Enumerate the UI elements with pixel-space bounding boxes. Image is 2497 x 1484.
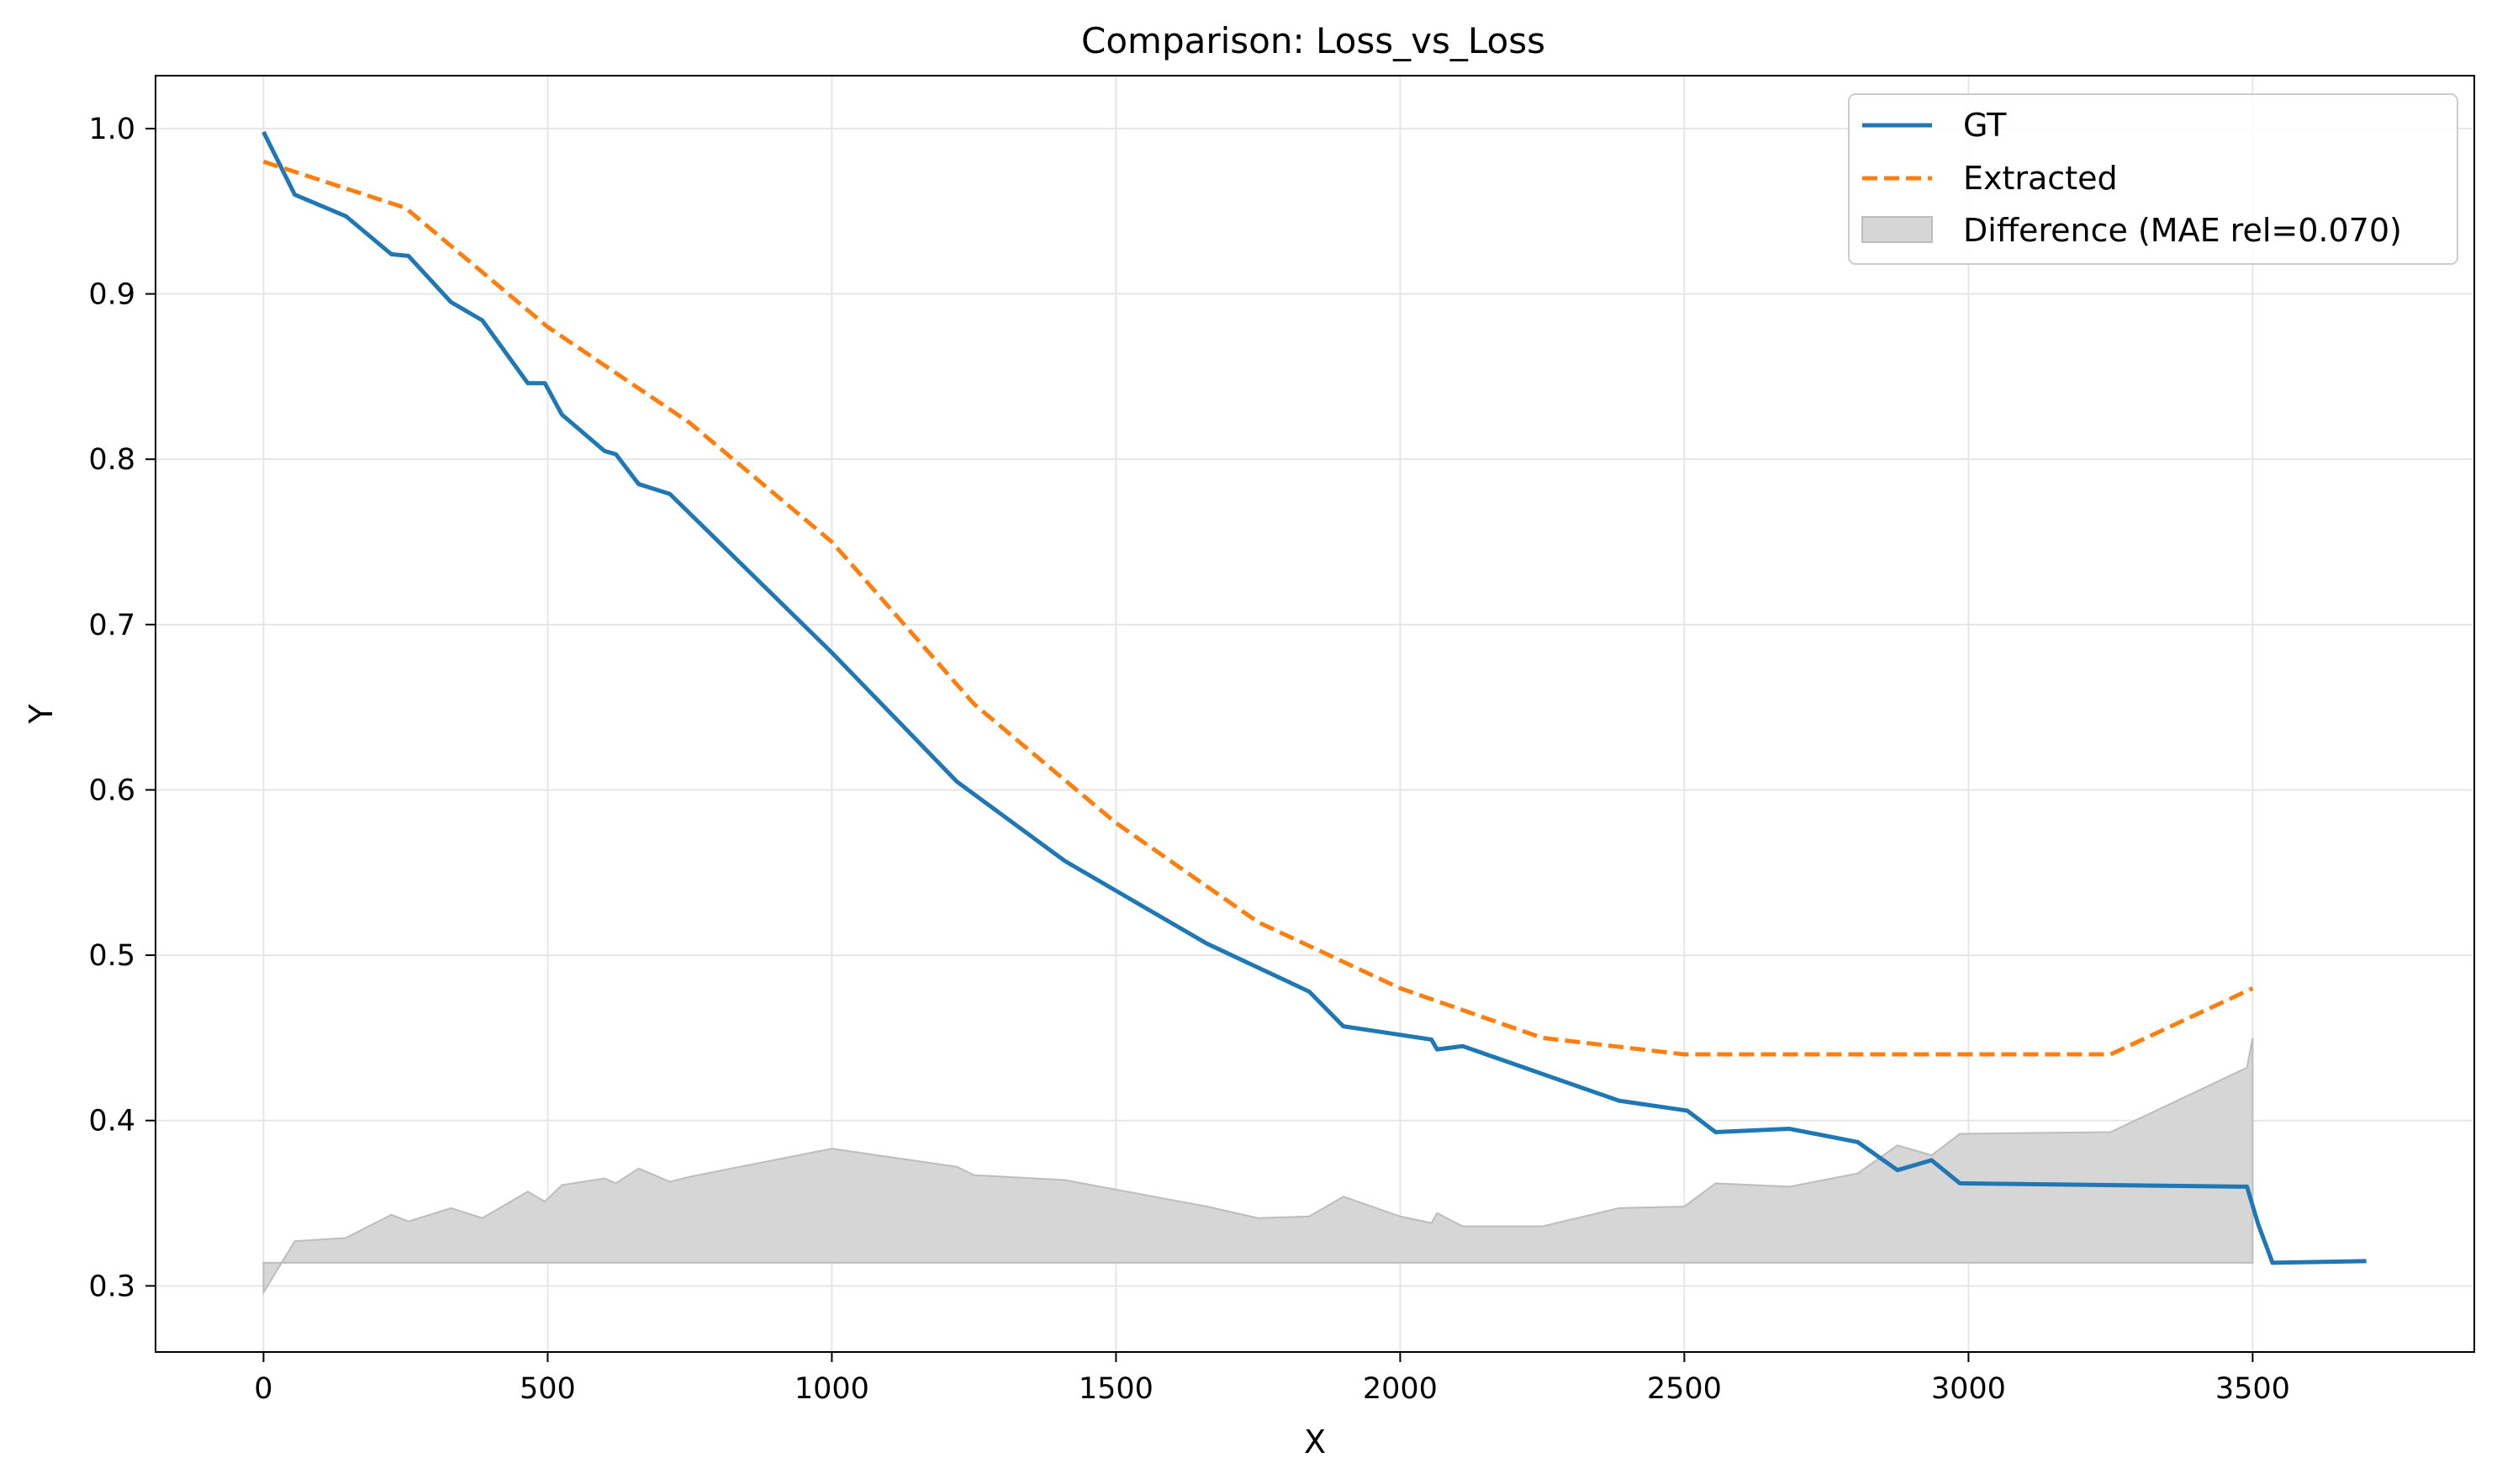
legend-box xyxy=(1848,93,2458,265)
y-tick-label-1: 0.4 xyxy=(88,1105,135,1138)
y-tick-label-5: 0.8 xyxy=(88,443,135,477)
series-layer xyxy=(261,130,2367,1265)
y-axis-label: Y xyxy=(23,704,60,725)
plot-frame xyxy=(155,75,2475,1353)
legend-gt-label: GT xyxy=(1963,107,2007,144)
y-tick-label-6: 0.9 xyxy=(88,278,135,312)
y-tick-label-4: 0.7 xyxy=(88,609,135,642)
y-tick-label-7: 1.0 xyxy=(88,113,135,146)
legend-extracted-label: Extracted xyxy=(1963,160,2118,197)
x-tick-label-5: 2500 xyxy=(1647,1372,1722,1406)
legend: GT Extracted Difference (MAE rel=0.070) xyxy=(1848,93,2458,265)
x-tick-label-2: 1000 xyxy=(794,1372,869,1406)
difference-area xyxy=(262,1038,2254,1296)
y-tick-label-2: 0.5 xyxy=(88,939,135,973)
x-tick-label-0: 0 xyxy=(254,1372,272,1406)
difference-area-layer xyxy=(262,1038,2254,1296)
x-tick-label-3: 1500 xyxy=(1079,1372,1153,1406)
tick-layer: 0 500 1000 1500 2000 2500 3000 3500 0.3 0.4 0.5 0.6… xyxy=(88,113,2290,1406)
series-line-gt xyxy=(261,130,2367,1265)
legend-difference-label: Difference (MAE rel=0.070) xyxy=(1963,212,2402,249)
y-tick-label-0: 0.3 xyxy=(88,1270,135,1303)
x-tick-label-1: 500 xyxy=(520,1372,576,1406)
x-tick-label-6: 3000 xyxy=(1931,1372,2006,1406)
y-tick-label-3: 0.6 xyxy=(88,774,135,807)
x-tick-label-4: 2000 xyxy=(1363,1372,1438,1406)
legend-difference-swatch xyxy=(1861,216,1933,243)
chart-title: Comparison: Loss_vs_Loss xyxy=(1081,20,1545,61)
grid-layer xyxy=(156,76,2474,1352)
series-line-extracted xyxy=(262,159,2254,1057)
x-axis-label: X xyxy=(1304,1423,1326,1460)
x-tick-label-7: 3500 xyxy=(2215,1372,2290,1406)
